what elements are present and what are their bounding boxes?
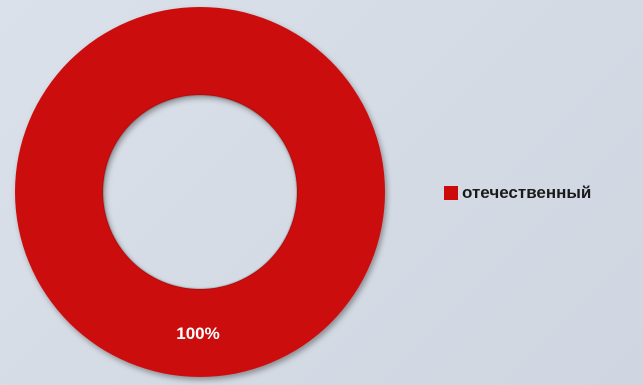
- data-label: 100%: [176, 324, 219, 343]
- donut-hole-edge: [102, 94, 298, 290]
- donut-slice: [15, 7, 385, 377]
- legend: отечественный: [444, 183, 591, 203]
- legend-label: отечественный: [462, 183, 592, 202]
- donut-slices: [15, 7, 385, 377]
- legend-swatch: [444, 186, 458, 200]
- data-labels: 100%: [176, 324, 219, 343]
